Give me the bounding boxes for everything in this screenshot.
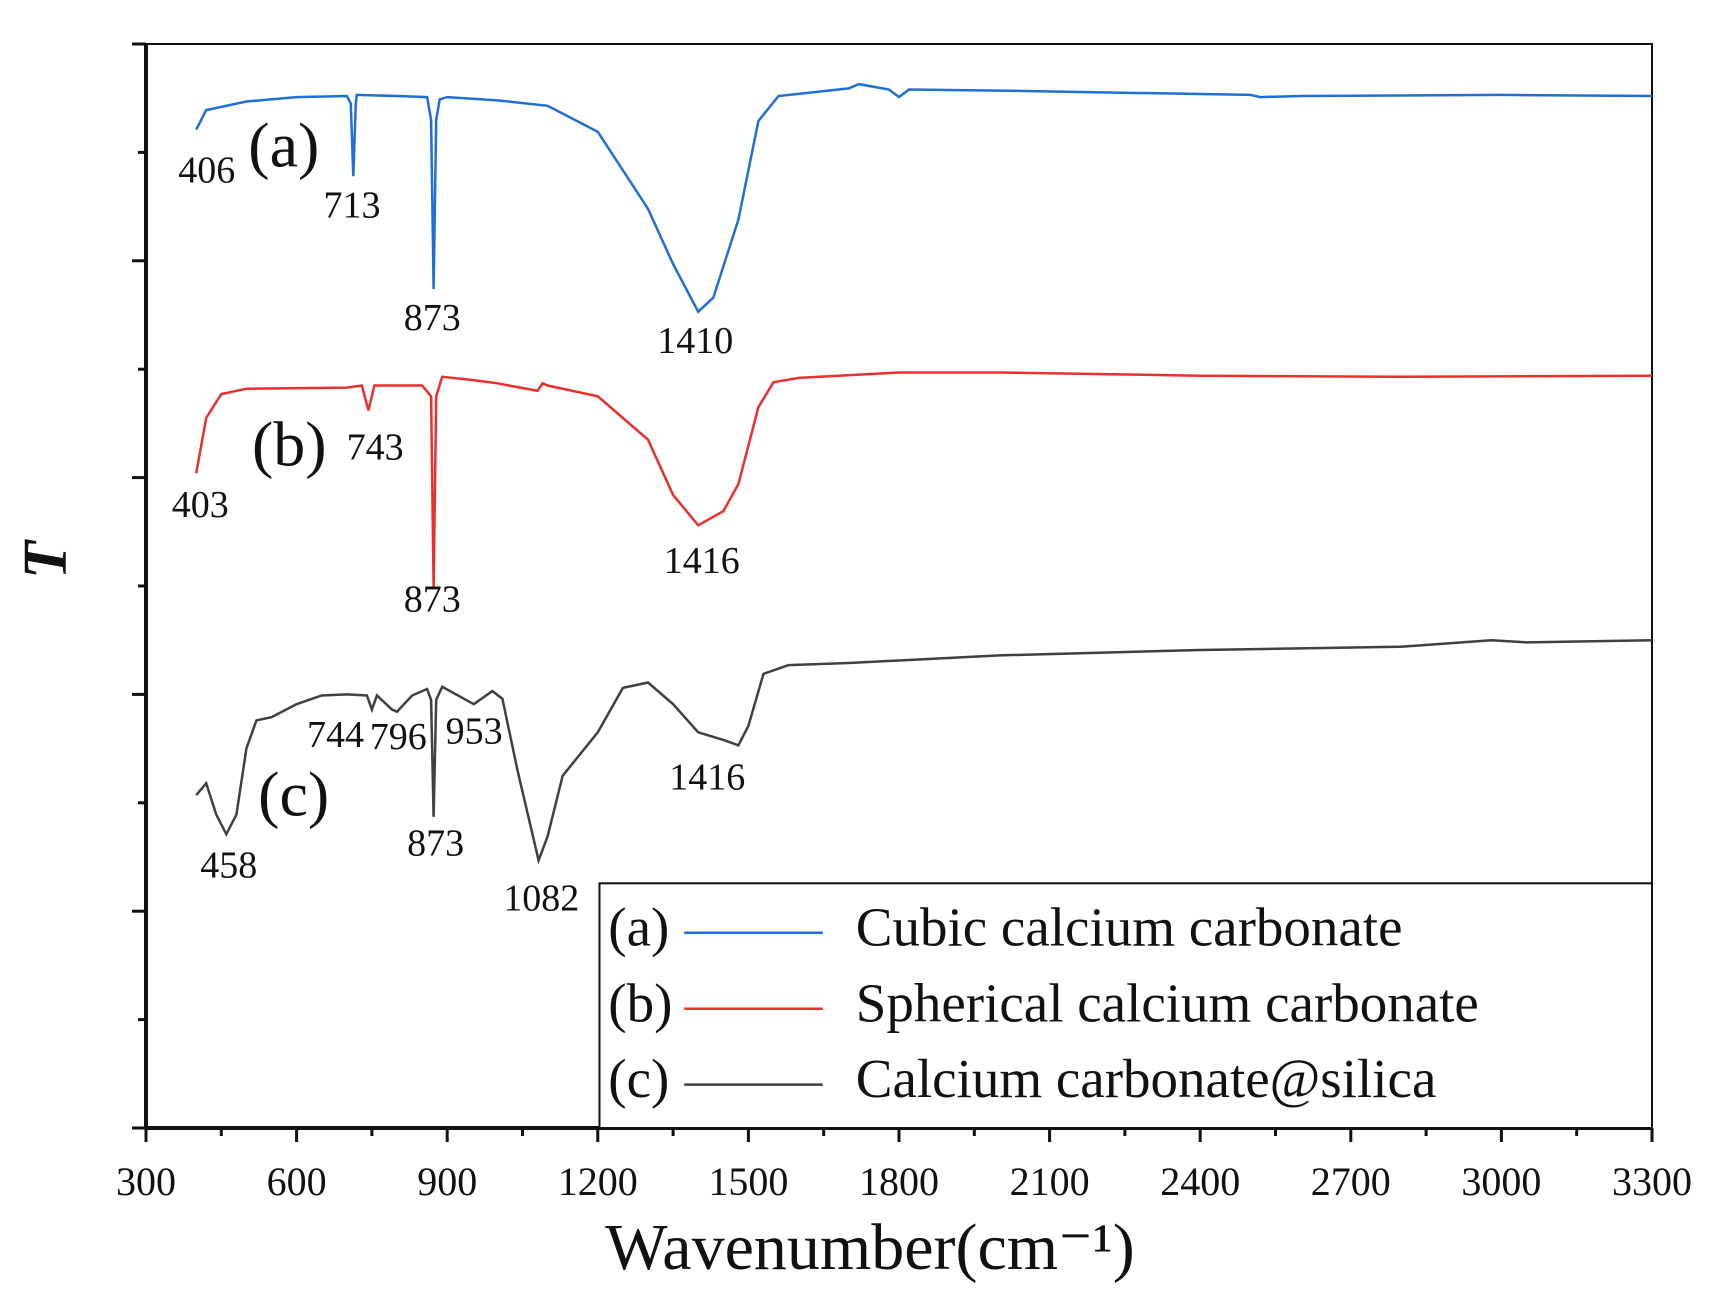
peak-label: 873 (407, 823, 464, 865)
x-axis-label: Wavenumber(cm⁻¹) (605, 1211, 1134, 1284)
peak-label: 796 (370, 716, 427, 758)
peak-label: 458 (200, 845, 257, 887)
x-tick-label: 600 (267, 1159, 327, 1204)
peak-label: 1410 (657, 320, 733, 362)
legend-label: Cubic calcium carbonate (856, 896, 1403, 957)
peak-label: 873 (404, 297, 461, 339)
legend-label: Spherical calcium carbonate (856, 972, 1479, 1033)
legend-box (598, 882, 1653, 1129)
peak-label: 403 (172, 484, 229, 526)
legend-tag: (a) (608, 896, 669, 957)
peak-label: 953 (446, 711, 503, 753)
x-tick-label: 2400 (1160, 1159, 1240, 1204)
x-tick-label: 2700 (1311, 1159, 1391, 1204)
peak-label: 1416 (664, 540, 740, 582)
peak-label: 744 (307, 714, 364, 756)
x-tick-label: 1500 (708, 1159, 788, 1204)
legend-tag: (b) (608, 972, 672, 1033)
peak-label: 406 (178, 150, 235, 192)
y-axis-label: T (12, 539, 80, 579)
x-tick-label: 3000 (1461, 1159, 1541, 1204)
x-tick-label: 1800 (859, 1159, 939, 1204)
x-tick-label: 300 (116, 1159, 176, 1204)
legend-tag: (c) (608, 1048, 669, 1109)
x-tick-label: 1200 (558, 1159, 638, 1204)
peak-label: 713 (324, 185, 381, 227)
peak-label: 1082 (503, 878, 579, 920)
peak-label: 1416 (669, 757, 745, 799)
spectrum-line (194, 371, 1653, 588)
peak-label: 743 (347, 427, 404, 469)
series-tag: (c) (258, 758, 329, 829)
series-tag: (a) (248, 109, 319, 180)
spectrum-line (195, 82, 1653, 314)
x-tick-label: 3300 (1612, 1159, 1692, 1204)
series-tag: (b) (252, 409, 327, 480)
spectrum-line (195, 638, 1653, 865)
x-tick-label: 2100 (1010, 1159, 1090, 1204)
peak-label: 873 (404, 579, 461, 621)
x-tick-label: 900 (417, 1159, 477, 1204)
legend-label: Calcium carbonate@silica (856, 1048, 1437, 1109)
